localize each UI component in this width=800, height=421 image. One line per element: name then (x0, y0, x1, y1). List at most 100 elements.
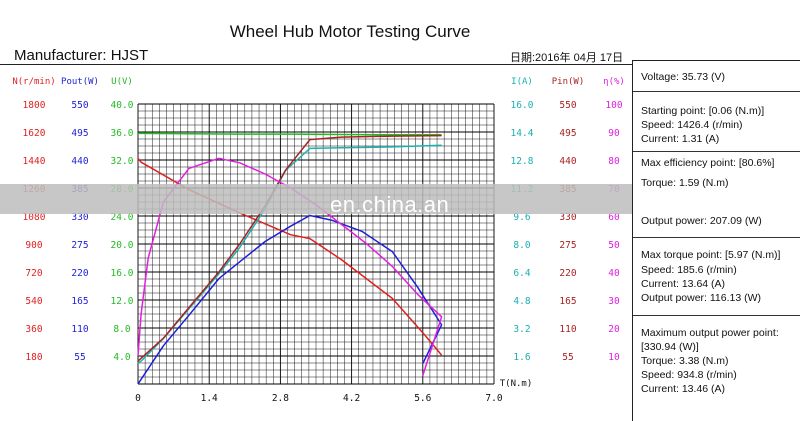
axis-tick-pout: 275 (71, 240, 88, 251)
max-efficiency-output: Output power: 207.09 (W) (641, 215, 762, 227)
axis-tick-pout: 110 (71, 324, 88, 335)
series-line-pin (137, 134, 442, 362)
series-line-current (137, 144, 442, 364)
panel-divider (633, 91, 800, 92)
axis-tick-pin: 495 (559, 128, 576, 139)
max-output-current: Current: 13.46 (A) (641, 383, 726, 395)
axis-tick-efficiency: 60 (608, 212, 620, 223)
axis-tick-efficiency: 10 (608, 352, 620, 363)
max-output-speed: Speed: 934.8 (r/min) (641, 369, 737, 381)
axis-tick-pin: 550 (559, 100, 576, 111)
axis-tick-efficiency: 50 (608, 240, 620, 251)
test-results-panel: Voltage: 35.73 (V) Starting point: [0.06… (632, 60, 800, 421)
watermark-text: en.china.an (330, 192, 450, 217)
max-torque-output: Output power: 116.13 (W) (641, 292, 762, 304)
testing-curve-chart: N(r/min)18001620144012601080900720540360… (0, 77, 632, 404)
axis-tick-pout: 440 (71, 156, 88, 167)
axis-tick-current: 6.4 (513, 268, 530, 279)
axis-tick-voltage: 8.0 (113, 324, 130, 335)
axis-tick-pin: 440 (559, 156, 576, 167)
axis-tick-pin: 55 (562, 352, 573, 363)
max-output-torque: Torque: 3.38 (N.m) (641, 355, 729, 367)
test-date: 日期:2016年 04月 17日 (510, 52, 624, 64)
axis-tick-efficiency: 80 (608, 156, 620, 167)
axis-header-voltage: U(V) (111, 77, 133, 87)
axis-tick-current: 8.0 (513, 240, 530, 251)
axis-tick-pout: 330 (71, 212, 88, 223)
max-torque-title: Max torque point: [5.97 (N.m)] (641, 249, 781, 261)
panel-divider (633, 151, 800, 152)
axis-tick-speed: 180 (25, 352, 42, 363)
axis-tick-current: 4.8 (513, 296, 530, 307)
chart-title: Wheel Hub Motor Testing Curve (229, 22, 471, 41)
series-line-pout (137, 214, 443, 385)
axis-tick-pin: 275 (559, 240, 576, 251)
axis-tick-voltage: 16.0 (111, 268, 134, 279)
axis-tick-speed: 900 (25, 240, 42, 251)
axis-tick-pout: 495 (71, 128, 88, 139)
axis-tick-pin: 330 (559, 212, 576, 223)
series-line-voltage (137, 132, 442, 136)
axis-tick-voltage: 32.0 (111, 156, 134, 167)
x-axis-tick: 2.8 (272, 393, 289, 404)
x-axis-tick: 4.2 (343, 393, 360, 404)
max-efficiency-torque: Torque: 1.59 (N.m) (641, 177, 729, 189)
axis-tick-current: 16.0 (511, 100, 534, 111)
axis-tick-current: 14.4 (511, 128, 534, 139)
axis-tick-speed: 1620 (23, 128, 46, 139)
starting-point-current: Current: 1.31 (A) (641, 133, 720, 145)
axis-tick-pout: 165 (71, 296, 88, 307)
axis-header-speed: N(r/min) (12, 77, 55, 87)
starting-point-title: Starting point: [0.06 (N.m)] (641, 105, 765, 117)
axis-tick-current: 1.6 (513, 352, 530, 363)
axis-header-pin: Pin(W) (552, 77, 585, 87)
header-divider (0, 64, 632, 65)
max-output-title: Maximum output power point: (641, 327, 779, 339)
x-axis-tick: 1.4 (201, 393, 218, 404)
axis-tick-efficiency: 30 (608, 296, 620, 307)
axis-tick-speed: 360 (25, 324, 42, 335)
axis-tick-speed: 720 (25, 268, 42, 279)
series-line-efficiency (137, 157, 443, 376)
max-torque-current: Current: 13.64 (A) (641, 278, 726, 290)
manufacturer-label: Manufacturer: HJST (14, 47, 149, 64)
axis-tick-efficiency: 100 (605, 100, 622, 111)
series-line-speed (137, 157, 443, 356)
axis-tick-voltage: 36.0 (111, 128, 134, 139)
axis-header-pout: Pout(W) (61, 77, 99, 87)
x-axis-tick: 5.6 (414, 393, 431, 404)
axis-tick-speed: 540 (25, 296, 42, 307)
max-output-value: [330.94 (W)] (641, 341, 699, 353)
axis-tick-current: 9.6 (513, 212, 530, 223)
axis-tick-speed: 1080 (23, 212, 46, 223)
x-axis-label: T(N.m) (500, 379, 533, 389)
axis-tick-voltage: 20.0 (111, 240, 134, 251)
panel-divider (633, 237, 800, 238)
axis-tick-pin: 165 (559, 296, 576, 307)
axis-tick-pout: 55 (74, 352, 85, 363)
axis-tick-voltage: 4.0 (113, 352, 130, 363)
axis-tick-efficiency: 20 (608, 324, 620, 335)
axis-tick-voltage: 40.0 (111, 100, 134, 111)
axis-tick-voltage: 12.0 (111, 296, 134, 307)
voltage-reading: Voltage: 35.73 (V) (641, 71, 726, 83)
axis-tick-voltage: 24.0 (111, 212, 134, 223)
axis-tick-current: 3.2 (513, 324, 530, 335)
max-torque-speed: Speed: 185.6 (r/min) (641, 264, 737, 276)
axis-tick-speed: 1440 (23, 156, 46, 167)
chart-grid (137, 103, 495, 385)
axis-tick-pout: 550 (71, 100, 88, 111)
axis-tick-current: 12.8 (511, 156, 534, 167)
max-efficiency-title: Max efficiency point: [80.6%] (641, 157, 775, 169)
axis-tick-pin: 110 (559, 324, 576, 335)
panel-divider (633, 315, 800, 316)
chart-series (0, 132, 632, 385)
axis-tick-labels: N(r/min)18001620144012601080900720540360… (12, 77, 625, 404)
axis-header-efficiency: η(%) (603, 77, 625, 87)
x-axis-tick: 7.0 (485, 393, 502, 404)
axis-tick-speed: 1800 (23, 100, 46, 111)
axis-header-current: I(A) (511, 77, 533, 87)
axis-tick-efficiency: 90 (608, 128, 620, 139)
axis-tick-pin: 220 (559, 268, 576, 279)
watermark-band (0, 184, 632, 214)
